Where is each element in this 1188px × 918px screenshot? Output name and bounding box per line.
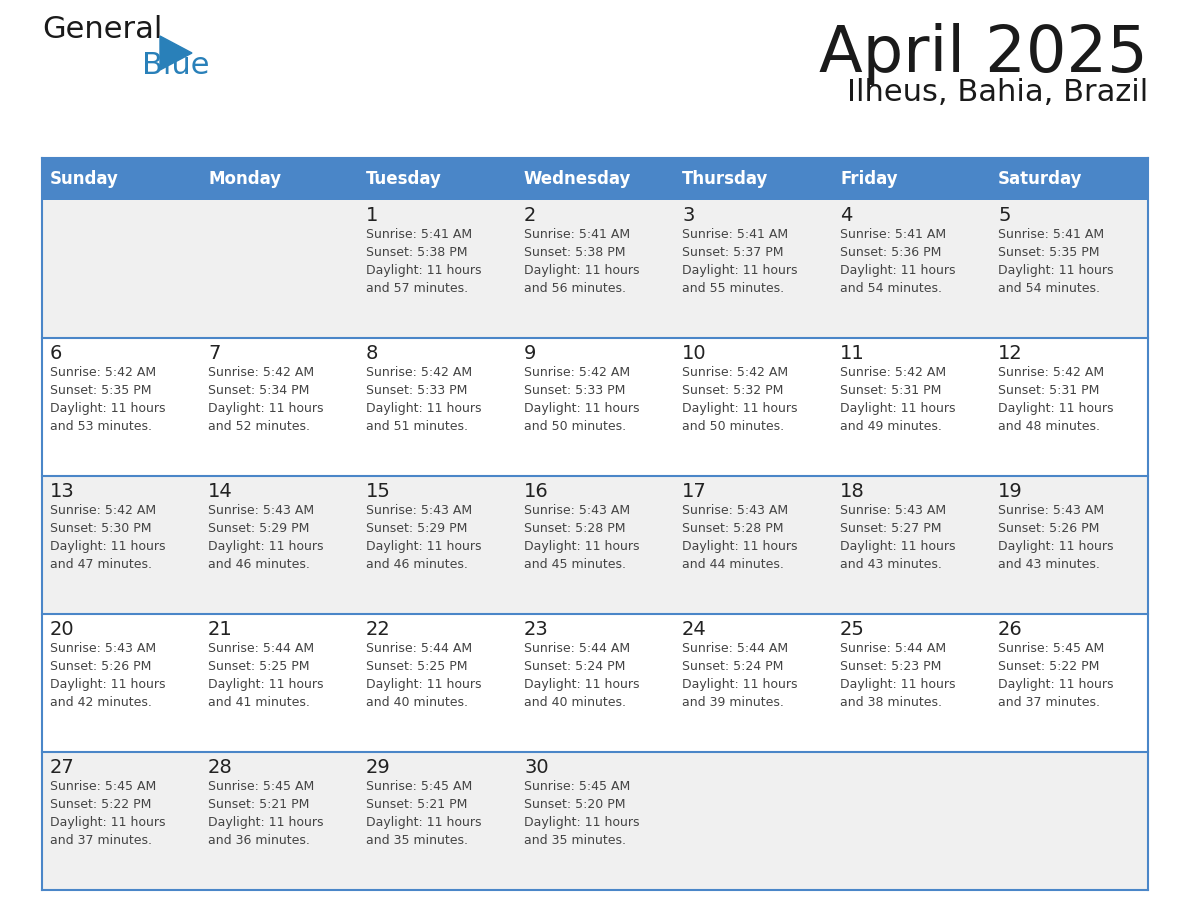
Text: Sunrise: 5:43 AM
Sunset: 5:28 PM
Daylight: 11 hours
and 45 minutes.: Sunrise: 5:43 AM Sunset: 5:28 PM Dayligh… bbox=[524, 504, 639, 571]
Text: Sunrise: 5:41 AM
Sunset: 5:36 PM
Daylight: 11 hours
and 54 minutes.: Sunrise: 5:41 AM Sunset: 5:36 PM Dayligh… bbox=[840, 228, 955, 295]
Text: 10: 10 bbox=[682, 344, 707, 363]
Text: 16: 16 bbox=[524, 482, 549, 501]
Text: 8: 8 bbox=[366, 344, 378, 363]
Text: 5: 5 bbox=[998, 206, 1011, 225]
Text: Sunrise: 5:42 AM
Sunset: 5:34 PM
Daylight: 11 hours
and 52 minutes.: Sunrise: 5:42 AM Sunset: 5:34 PM Dayligh… bbox=[208, 366, 323, 433]
Text: 2: 2 bbox=[524, 206, 536, 225]
Text: 27: 27 bbox=[50, 758, 75, 777]
Text: Sunrise: 5:45 AM
Sunset: 5:22 PM
Daylight: 11 hours
and 37 minutes.: Sunrise: 5:45 AM Sunset: 5:22 PM Dayligh… bbox=[50, 780, 165, 847]
Text: Sunrise: 5:42 AM
Sunset: 5:33 PM
Daylight: 11 hours
and 51 minutes.: Sunrise: 5:42 AM Sunset: 5:33 PM Dayligh… bbox=[366, 366, 481, 433]
Text: Sunrise: 5:44 AM
Sunset: 5:24 PM
Daylight: 11 hours
and 39 minutes.: Sunrise: 5:44 AM Sunset: 5:24 PM Dayligh… bbox=[682, 642, 797, 709]
Text: 17: 17 bbox=[682, 482, 707, 501]
Text: Tuesday: Tuesday bbox=[366, 170, 442, 188]
Text: Monday: Monday bbox=[208, 170, 282, 188]
Text: Sunrise: 5:44 AM
Sunset: 5:25 PM
Daylight: 11 hours
and 41 minutes.: Sunrise: 5:44 AM Sunset: 5:25 PM Dayligh… bbox=[208, 642, 323, 709]
Text: Sunrise: 5:42 AM
Sunset: 5:31 PM
Daylight: 11 hours
and 49 minutes.: Sunrise: 5:42 AM Sunset: 5:31 PM Dayligh… bbox=[840, 366, 955, 433]
Text: 30: 30 bbox=[524, 758, 549, 777]
Text: Sunrise: 5:43 AM
Sunset: 5:29 PM
Daylight: 11 hours
and 46 minutes.: Sunrise: 5:43 AM Sunset: 5:29 PM Dayligh… bbox=[366, 504, 481, 571]
Text: Saturday: Saturday bbox=[998, 170, 1082, 188]
Text: 29: 29 bbox=[366, 758, 391, 777]
Text: 1: 1 bbox=[366, 206, 378, 225]
Text: 11: 11 bbox=[840, 344, 865, 363]
Text: Sunrise: 5:42 AM
Sunset: 5:30 PM
Daylight: 11 hours
and 47 minutes.: Sunrise: 5:42 AM Sunset: 5:30 PM Dayligh… bbox=[50, 504, 165, 571]
Text: Sunrise: 5:44 AM
Sunset: 5:25 PM
Daylight: 11 hours
and 40 minutes.: Sunrise: 5:44 AM Sunset: 5:25 PM Dayligh… bbox=[366, 642, 481, 709]
Text: 6: 6 bbox=[50, 344, 63, 363]
Text: Sunrise: 5:42 AM
Sunset: 5:33 PM
Daylight: 11 hours
and 50 minutes.: Sunrise: 5:42 AM Sunset: 5:33 PM Dayligh… bbox=[524, 366, 639, 433]
Polygon shape bbox=[160, 36, 192, 70]
Bar bbox=[42, 338, 1148, 476]
Text: 21: 21 bbox=[208, 620, 233, 639]
Text: General: General bbox=[42, 15, 163, 44]
Text: Sunrise: 5:45 AM
Sunset: 5:20 PM
Daylight: 11 hours
and 35 minutes.: Sunrise: 5:45 AM Sunset: 5:20 PM Dayligh… bbox=[524, 780, 639, 847]
Text: 3: 3 bbox=[682, 206, 694, 225]
Text: April 2025: April 2025 bbox=[820, 23, 1148, 85]
Bar bbox=[42, 200, 1148, 338]
Text: Sunrise: 5:41 AM
Sunset: 5:38 PM
Daylight: 11 hours
and 56 minutes.: Sunrise: 5:41 AM Sunset: 5:38 PM Dayligh… bbox=[524, 228, 639, 295]
Text: 13: 13 bbox=[50, 482, 75, 501]
Bar bbox=[42, 752, 1148, 890]
Bar bbox=[42, 476, 1148, 614]
Text: 9: 9 bbox=[524, 344, 536, 363]
Text: Blue: Blue bbox=[143, 51, 209, 80]
Text: Sunrise: 5:43 AM
Sunset: 5:29 PM
Daylight: 11 hours
and 46 minutes.: Sunrise: 5:43 AM Sunset: 5:29 PM Dayligh… bbox=[208, 504, 323, 571]
Text: Thursday: Thursday bbox=[682, 170, 769, 188]
Text: 14: 14 bbox=[208, 482, 233, 501]
Text: Sunrise: 5:43 AM
Sunset: 5:27 PM
Daylight: 11 hours
and 43 minutes.: Sunrise: 5:43 AM Sunset: 5:27 PM Dayligh… bbox=[840, 504, 955, 571]
Text: Sunrise: 5:41 AM
Sunset: 5:38 PM
Daylight: 11 hours
and 57 minutes.: Sunrise: 5:41 AM Sunset: 5:38 PM Dayligh… bbox=[366, 228, 481, 295]
Text: 20: 20 bbox=[50, 620, 75, 639]
Text: 23: 23 bbox=[524, 620, 549, 639]
Text: 15: 15 bbox=[366, 482, 391, 501]
Text: Sunrise: 5:44 AM
Sunset: 5:24 PM
Daylight: 11 hours
and 40 minutes.: Sunrise: 5:44 AM Sunset: 5:24 PM Dayligh… bbox=[524, 642, 639, 709]
Text: 26: 26 bbox=[998, 620, 1023, 639]
Text: 28: 28 bbox=[208, 758, 233, 777]
Bar bbox=[832, 158, 990, 200]
Text: 7: 7 bbox=[208, 344, 221, 363]
Bar bbox=[42, 614, 1148, 752]
Bar bbox=[358, 158, 516, 200]
Bar bbox=[516, 158, 674, 200]
Text: Sunrise: 5:44 AM
Sunset: 5:23 PM
Daylight: 11 hours
and 38 minutes.: Sunrise: 5:44 AM Sunset: 5:23 PM Dayligh… bbox=[840, 642, 955, 709]
Text: Sunrise: 5:45 AM
Sunset: 5:21 PM
Daylight: 11 hours
and 36 minutes.: Sunrise: 5:45 AM Sunset: 5:21 PM Dayligh… bbox=[208, 780, 323, 847]
Bar bbox=[200, 158, 358, 200]
Text: 18: 18 bbox=[840, 482, 865, 501]
Text: Sunday: Sunday bbox=[50, 170, 119, 188]
Text: Sunrise: 5:42 AM
Sunset: 5:35 PM
Daylight: 11 hours
and 53 minutes.: Sunrise: 5:42 AM Sunset: 5:35 PM Dayligh… bbox=[50, 366, 165, 433]
Text: Sunrise: 5:45 AM
Sunset: 5:22 PM
Daylight: 11 hours
and 37 minutes.: Sunrise: 5:45 AM Sunset: 5:22 PM Dayligh… bbox=[998, 642, 1113, 709]
Text: 22: 22 bbox=[366, 620, 391, 639]
Text: 25: 25 bbox=[840, 620, 865, 639]
Text: Sunrise: 5:45 AM
Sunset: 5:21 PM
Daylight: 11 hours
and 35 minutes.: Sunrise: 5:45 AM Sunset: 5:21 PM Dayligh… bbox=[366, 780, 481, 847]
Text: Friday: Friday bbox=[840, 170, 898, 188]
Text: 4: 4 bbox=[840, 206, 852, 225]
Text: Sunrise: 5:41 AM
Sunset: 5:37 PM
Daylight: 11 hours
and 55 minutes.: Sunrise: 5:41 AM Sunset: 5:37 PM Dayligh… bbox=[682, 228, 797, 295]
Text: Sunrise: 5:43 AM
Sunset: 5:28 PM
Daylight: 11 hours
and 44 minutes.: Sunrise: 5:43 AM Sunset: 5:28 PM Dayligh… bbox=[682, 504, 797, 571]
Bar bbox=[990, 158, 1148, 200]
Text: Sunrise: 5:43 AM
Sunset: 5:26 PM
Daylight: 11 hours
and 42 minutes.: Sunrise: 5:43 AM Sunset: 5:26 PM Dayligh… bbox=[50, 642, 165, 709]
Text: Sunrise: 5:42 AM
Sunset: 5:32 PM
Daylight: 11 hours
and 50 minutes.: Sunrise: 5:42 AM Sunset: 5:32 PM Dayligh… bbox=[682, 366, 797, 433]
Bar bbox=[42, 158, 200, 200]
Text: Ilheus, Bahia, Brazil: Ilheus, Bahia, Brazil bbox=[847, 78, 1148, 107]
Bar bbox=[674, 158, 832, 200]
Text: 12: 12 bbox=[998, 344, 1023, 363]
Text: Sunrise: 5:41 AM
Sunset: 5:35 PM
Daylight: 11 hours
and 54 minutes.: Sunrise: 5:41 AM Sunset: 5:35 PM Dayligh… bbox=[998, 228, 1113, 295]
Text: Sunrise: 5:42 AM
Sunset: 5:31 PM
Daylight: 11 hours
and 48 minutes.: Sunrise: 5:42 AM Sunset: 5:31 PM Dayligh… bbox=[998, 366, 1113, 433]
Text: Wednesday: Wednesday bbox=[524, 170, 631, 188]
Text: 19: 19 bbox=[998, 482, 1023, 501]
Text: 24: 24 bbox=[682, 620, 707, 639]
Text: Sunrise: 5:43 AM
Sunset: 5:26 PM
Daylight: 11 hours
and 43 minutes.: Sunrise: 5:43 AM Sunset: 5:26 PM Dayligh… bbox=[998, 504, 1113, 571]
